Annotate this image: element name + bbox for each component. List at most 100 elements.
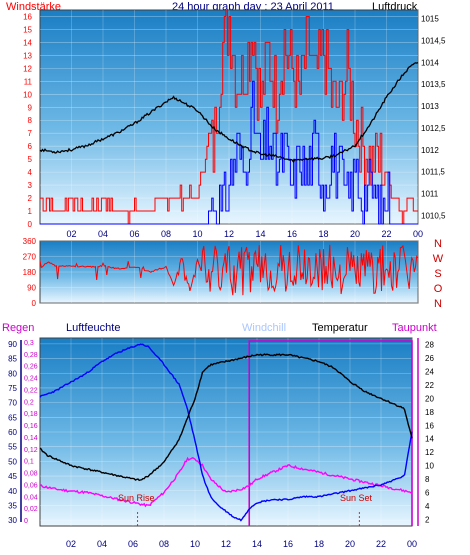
time-tick-label: 02 xyxy=(66,539,76,549)
temperature-label: Temperatur xyxy=(312,322,368,334)
pressure-tick-label: 1012 xyxy=(421,146,439,155)
rain-tick-label: 0,16 xyxy=(24,423,38,430)
time-tick-label: 04 xyxy=(98,229,108,239)
temp-humidity-series xyxy=(39,340,413,526)
time-tick-label: 10 xyxy=(192,229,202,239)
temp-humidity-grid xyxy=(40,338,413,526)
temperature-tick-label: 8 xyxy=(425,475,430,484)
rain-tick-label: 0,26 xyxy=(24,364,38,371)
wind-tick-label: 11 xyxy=(24,77,33,86)
dewpoint-line xyxy=(39,456,413,508)
rain-tick-label: 0,08 xyxy=(24,471,38,478)
temperature-tick-label: 14 xyxy=(425,435,434,444)
pressure-tick-label: 1011,5 xyxy=(421,168,445,177)
rain-axis: 0 0,02 0,04 0,06 0,08 0,1 0,12 0,14 0,16 0,18 0,2 0… xyxy=(20,340,38,525)
direction-tick-label: 360 xyxy=(23,237,37,246)
wind-tick-label: 13 xyxy=(23,51,32,60)
time-tick-label: 06 xyxy=(129,229,139,239)
temperature-tick-label: 22 xyxy=(425,381,434,390)
time-tick-label: 18 xyxy=(318,229,328,239)
wind-tick-label: 0 xyxy=(28,220,33,229)
humidity-line xyxy=(39,343,413,522)
rain-tick-label: 0,06 xyxy=(24,482,38,489)
temperature-tick-label: 2 xyxy=(425,515,430,524)
pressure-tick-label: 1014 xyxy=(421,58,439,67)
pressure-tick-label: 1011 xyxy=(421,189,439,198)
time-tick-label: 12 xyxy=(224,229,234,239)
pressure-tick-label: 1013,5 xyxy=(421,80,446,89)
temperature-tick-label: 28 xyxy=(425,341,434,350)
wind-tick-label: 1 xyxy=(28,207,33,216)
pressure-tick-label: 1012,5 xyxy=(421,124,446,133)
rain-tick-label: 0,28 xyxy=(24,352,38,359)
wind-tick-label: 3 xyxy=(28,181,33,190)
wind-direction-axis: 0 90 180 270 360 xyxy=(23,237,37,308)
humidity-tick-label: 30 xyxy=(8,516,17,525)
time-tick-label: 04 xyxy=(97,539,107,549)
rain-tick-label: 0,12 xyxy=(24,447,38,454)
rain-tick-label: 0,1 xyxy=(24,459,34,466)
wind-tick-label: 5 xyxy=(28,155,33,164)
wind-tick-label: 2 xyxy=(28,194,33,203)
humidity-tick-label: 35 xyxy=(8,501,17,510)
time-tick-label: 10 xyxy=(190,539,200,549)
time-tick-label: 16 xyxy=(287,229,297,239)
pressure-axis: 1010,5 1011 1011,5 1012 1012,5 1013 1013,5 1014… xyxy=(421,15,446,221)
sunset-annotation: Sun Set xyxy=(340,493,373,503)
time-tick-label: 20 xyxy=(345,539,355,549)
temperature-tick-label: 6 xyxy=(425,488,430,497)
humidity-tick-label: 70 xyxy=(8,399,17,408)
wind-tick-label: 8 xyxy=(28,116,33,125)
temperature-tick-label: 4 xyxy=(425,502,430,511)
compass-label: W xyxy=(433,253,444,265)
humidity-tick-label: 85 xyxy=(8,355,17,364)
wind-average-line xyxy=(40,80,418,225)
time-tick-label: 20 xyxy=(350,229,360,239)
temperature-tick-label: 10 xyxy=(425,462,434,471)
humidity-tick-label: 90 xyxy=(8,340,17,349)
wind-pressure-series xyxy=(39,9,419,225)
time-tick-label: 08 xyxy=(161,229,171,239)
temperature-tick-label: 24 xyxy=(425,368,434,377)
compass-label: N xyxy=(434,238,442,250)
rain-tick-label: 0,24 xyxy=(24,376,38,383)
rain-tick-label: 0,02 xyxy=(24,506,38,513)
rain-tick-label: 0,14 xyxy=(24,435,38,442)
time-tick-label: 00 xyxy=(413,229,423,239)
temperature-tick-label: 18 xyxy=(425,408,434,417)
pressure-line xyxy=(39,61,419,164)
compass-label: O xyxy=(434,283,443,295)
time-axis-top: 02 04 06 08 10 12 14 16 18 20 22 00 xyxy=(66,229,423,239)
direction-tick-label: 90 xyxy=(27,284,36,293)
wind-tick-label: 14 xyxy=(23,38,32,47)
temperature-tick-label: 26 xyxy=(425,354,434,363)
time-tick-label: 22 xyxy=(381,229,391,239)
time-axis-bottom: 02 04 06 08 10 12 14 16 18 20 22 00 xyxy=(66,539,417,549)
time-tick-label: 22 xyxy=(376,539,386,549)
time-tick-label: 12 xyxy=(221,539,231,549)
humidity-tick-label: 65 xyxy=(8,413,17,422)
pressure-tick-label: 1014,5 xyxy=(421,37,446,46)
direction-tick-label: 180 xyxy=(23,268,37,277)
humidity-axis: 30 35 40 45 50 55 60 65 70 75 80 85 90 xyxy=(8,340,17,525)
compass-label: N xyxy=(434,298,442,310)
wind-tick-label: 15 xyxy=(23,25,32,34)
wind-tick-label: 6 xyxy=(28,142,33,151)
windchill-label: Windchill xyxy=(242,322,286,334)
pressure-tick-label: 1015 xyxy=(421,15,439,24)
compass-label: S xyxy=(434,268,441,280)
humidity-tick-label: 45 xyxy=(8,472,17,481)
wind-direction-line xyxy=(39,244,419,296)
time-tick-label: 14 xyxy=(252,539,262,549)
temperature-tick-label: 20 xyxy=(425,394,434,403)
pressure-tick-label: 1010,5 xyxy=(421,211,446,220)
humidity-label: Luftfeuchte xyxy=(66,322,120,334)
wind-tick-label: 16 xyxy=(23,12,32,21)
wind-tick-label: 9 xyxy=(28,103,33,112)
humidity-tick-label: 50 xyxy=(8,457,17,466)
time-tick-label: 16 xyxy=(283,539,293,549)
time-tick-label: 02 xyxy=(66,229,76,239)
